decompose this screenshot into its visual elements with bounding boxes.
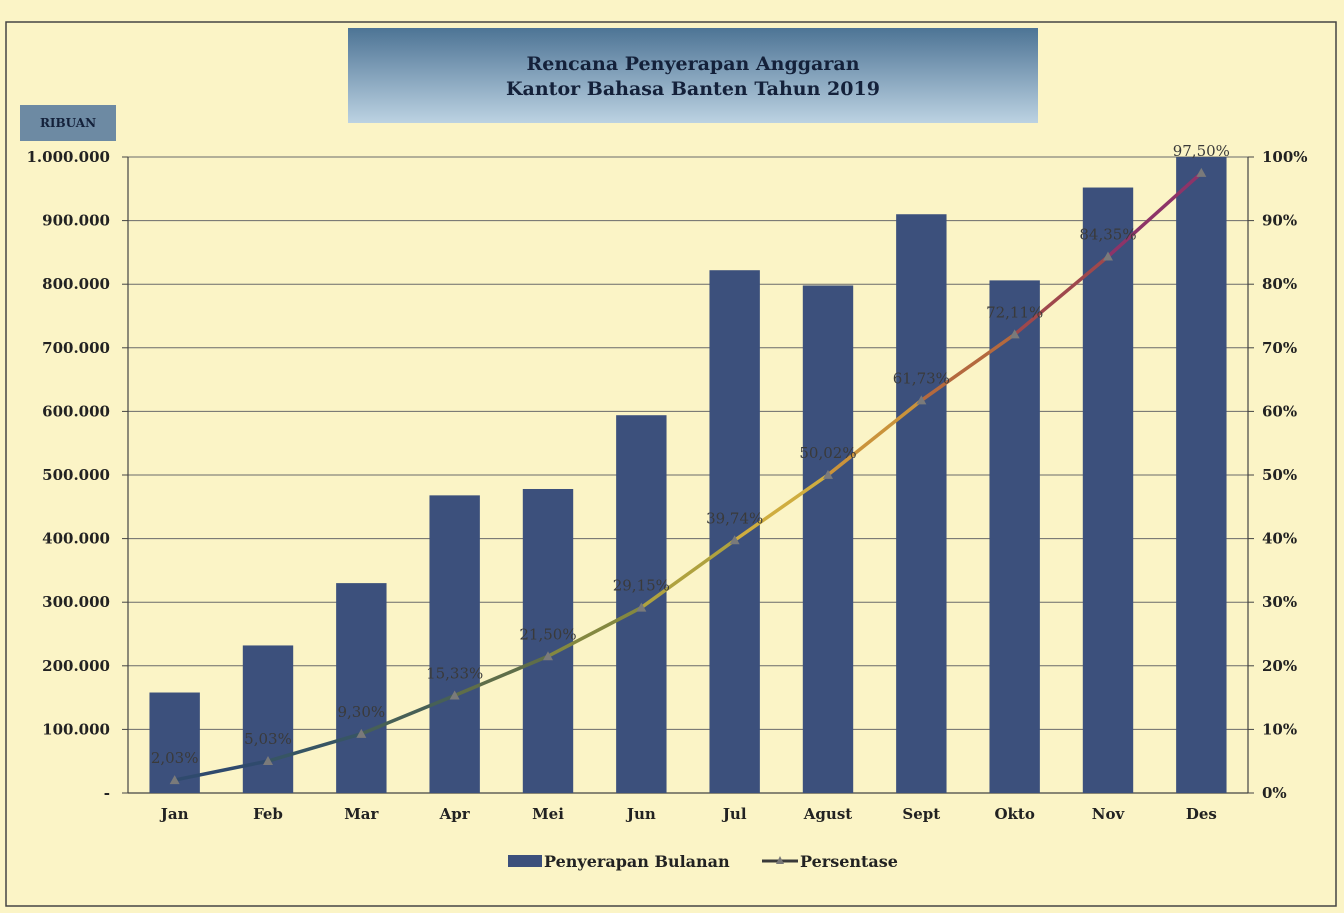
legend-label-bar: Penyerapan Bulanan [544,852,730,871]
bar-series [149,157,1227,794]
y-left-tick-label: 100.000 [42,720,110,738]
data-label: 72,11% [986,303,1043,321]
y-left-tick-label: 400.000 [42,530,110,548]
line-marker [263,756,273,766]
axis-ticks: - 100.000 200.000 300.000 400.000 500.000 600.… [26,148,1307,823]
y-right-tick-label: 0% [1262,784,1287,802]
y-left-tick-label: - [104,784,110,802]
bar [336,583,387,793]
bar [896,214,947,794]
legend: Penyerapan Bulanan Persentase [508,852,898,871]
chart-title-line1: Rencana Penyerapan Anggaran [526,53,859,75]
y-left-tick-label: 1.000.000 [26,148,110,166]
data-label: 9,30% [338,703,386,721]
y-left-tick-label: 600.000 [42,402,110,420]
legend-swatch-bar [508,855,542,867]
unit-label-box [20,105,116,141]
data-label: 50,02% [799,444,856,462]
line-segment [172,759,270,782]
bar [802,285,854,793]
data-label: 2,03% [151,749,199,767]
y-right-tick-label: 40% [1262,530,1297,548]
line-segment [266,732,364,763]
legend-marker [776,856,784,864]
y-left-tick-label: 200.000 [42,657,110,675]
data-label: 29,15% [613,577,670,595]
line-marker [543,651,553,661]
bar [242,645,294,793]
x-tick-label: Des [1186,805,1217,823]
line-segment [1106,171,1204,259]
x-tick-label: Jun [625,805,656,823]
y-right-tick-label: 60% [1262,402,1297,420]
gridlines [127,156,1249,794]
y-right-tick-label: 50% [1262,466,1297,484]
bar [522,488,574,793]
x-tick-label: Apr [439,805,471,823]
x-tick-label: Nov [1092,805,1126,823]
y-left-tick-label: 800.000 [42,275,110,293]
y-left-tick-label: 300.000 [42,593,110,611]
x-tick-label: Okto [994,805,1034,823]
line-marker [636,602,647,612]
x-tick-label: Jul [721,805,747,823]
line-marker [823,469,833,479]
line-segment [732,473,830,543]
x-tick-label: Agust [803,805,852,823]
line-segment [359,693,457,736]
y-left-tick-label: 500.000 [42,466,110,484]
line-segment [826,398,924,477]
bar [1082,187,1134,793]
data-label: 61,73% [893,369,950,387]
chart-title-line2: Kantor Bahasa Banten Tahun 2019 [506,78,880,100]
line-marker [356,728,367,738]
line-segment [546,605,644,659]
y-left-tick-label: 900.000 [42,212,110,230]
y-right-tick-label: 30% [1262,593,1297,611]
chart-frame [5,21,1337,907]
y-right-tick-label: 70% [1262,339,1297,357]
y-left-tick-label: 700.000 [42,339,110,357]
unit-label: RIBUAN [40,116,96,130]
x-tick-label: Jan [159,805,189,823]
y-right-tick-label: 100% [1262,148,1308,166]
line-segment [452,654,550,698]
y-right-tick-label: 90% [1262,212,1297,230]
x-tick-label: Mei [532,805,564,823]
line-segment [639,538,737,610]
data-label: 21,50% [519,625,576,643]
data-label: 39,74% [706,509,763,527]
x-tick-label: Mar [344,805,379,823]
line-marker [729,535,740,545]
line-marker [169,775,180,785]
line-marker [1009,329,1020,339]
data-label: 5,03% [244,730,292,748]
bar [429,495,480,793]
data-label: 84,35% [1079,226,1136,244]
data-label: 97,50% [1173,142,1230,160]
data-labels: 2,03% 5,03% 9,30% 15,33% 21,50% 29,15% 39,74% 5… [151,142,1230,767]
bar [1176,157,1227,793]
line-marker [1103,251,1113,261]
x-tick-label: Sept [902,805,940,823]
bar [989,280,1040,793]
y-right-tick-label: 80% [1262,275,1297,293]
line-marker [1196,167,1207,177]
data-label: 15,33% [426,665,483,683]
bar [709,270,760,793]
legend-label-line: Persentase [800,852,898,871]
x-tick-label: Feb [253,805,283,823]
line-series [169,167,1207,785]
line-segment [919,332,1017,403]
line-marker [449,690,460,700]
line-marker [916,395,927,405]
line-segment [1012,254,1110,337]
y-right-tick-label: 10% [1262,720,1297,738]
title-box [348,28,1038,123]
y-right-tick-label: 20% [1262,657,1297,675]
